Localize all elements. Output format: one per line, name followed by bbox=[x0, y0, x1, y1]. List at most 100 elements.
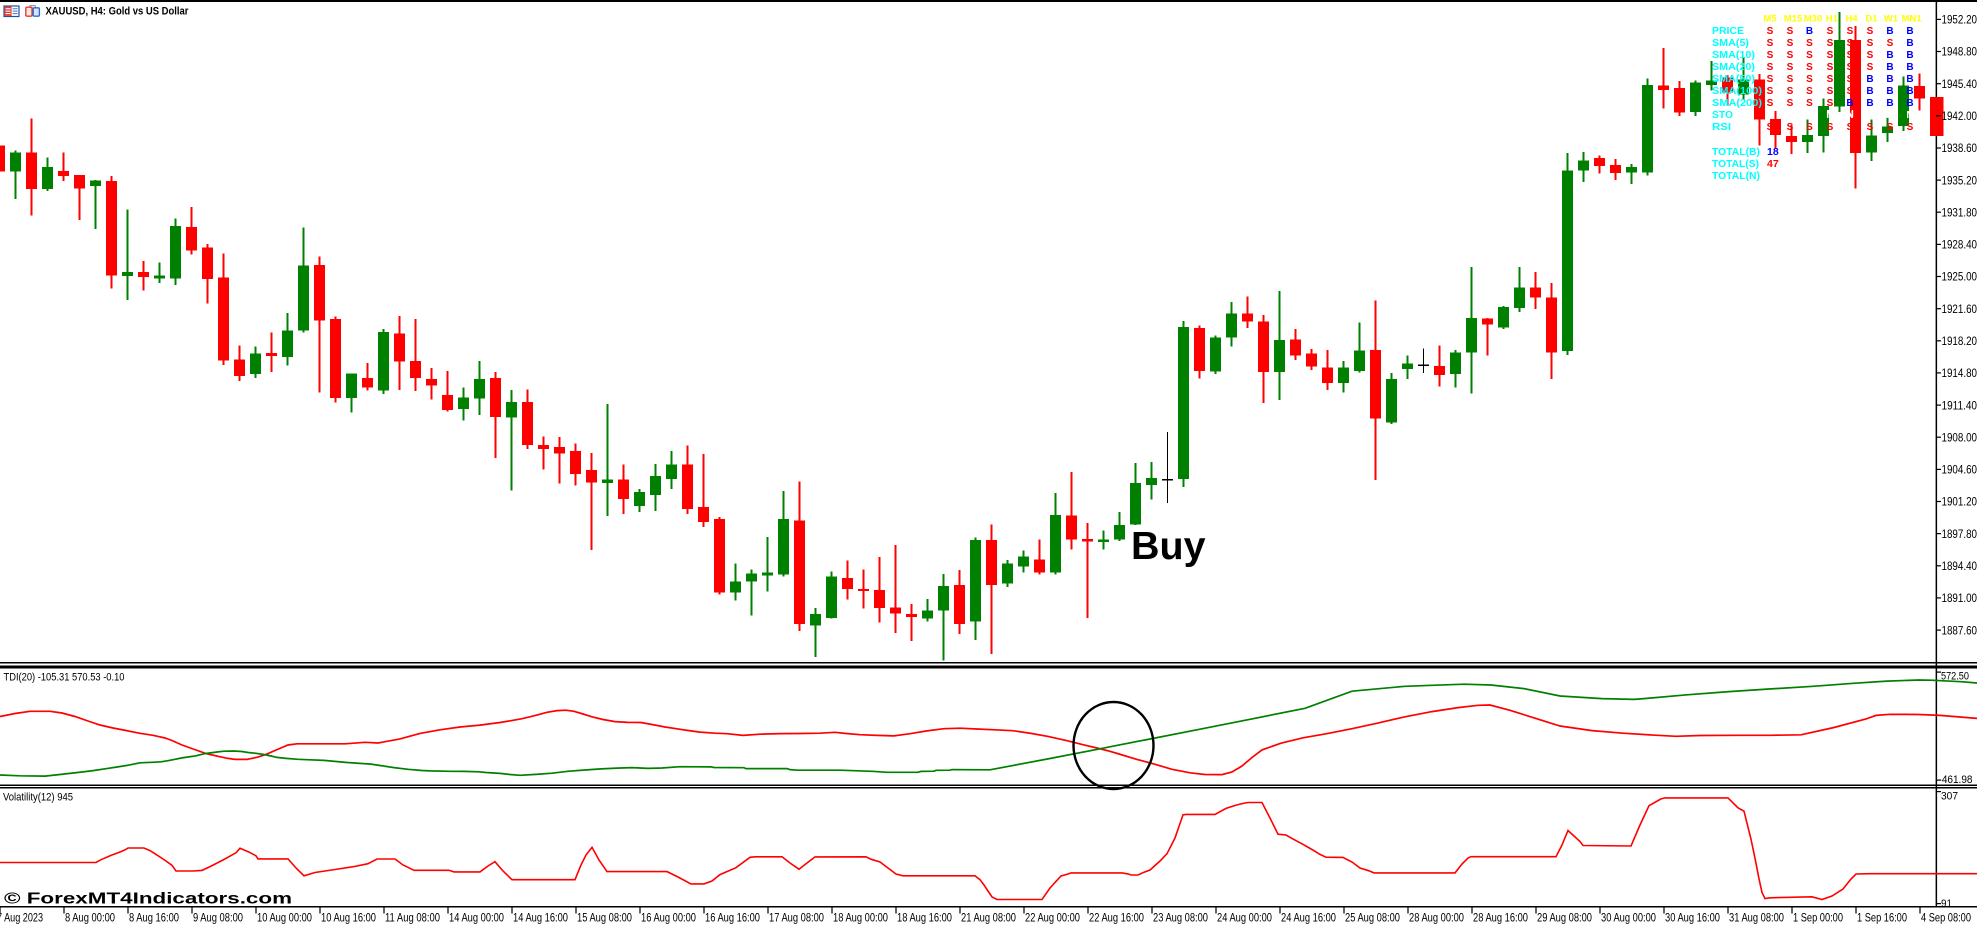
svg-text:Buy: Buy bbox=[1131, 525, 1206, 568]
svg-text:W1: W1 bbox=[1884, 14, 1899, 25]
svg-text:H4: H4 bbox=[1845, 14, 1858, 25]
svg-text:S: S bbox=[1867, 122, 1874, 133]
svg-text:H1: H1 bbox=[1826, 14, 1839, 25]
svg-text:10 Aug 16:00: 10 Aug 16:00 bbox=[321, 911, 376, 925]
svg-text:14 Aug 00:00: 14 Aug 00:00 bbox=[449, 911, 504, 925]
svg-text:S: S bbox=[1887, 38, 1894, 49]
svg-text:B: B bbox=[1906, 26, 1913, 37]
svg-text:S: S bbox=[1847, 74, 1854, 85]
svg-text:M30: M30 bbox=[1804, 14, 1822, 25]
svg-text:16 Aug 16:00: 16 Aug 16:00 bbox=[705, 911, 760, 925]
svg-text:1901.20: 1901.20 bbox=[1942, 495, 1977, 509]
svg-text:N: N bbox=[1866, 110, 1873, 121]
svg-text:9 Aug 08:00: 9 Aug 08:00 bbox=[193, 911, 243, 925]
svg-text:15 Aug 08:00: 15 Aug 08:00 bbox=[577, 911, 632, 925]
svg-text:S: S bbox=[1767, 74, 1774, 85]
svg-text:S: S bbox=[1787, 122, 1794, 133]
svg-text:8 Aug 16:00: 8 Aug 16:00 bbox=[129, 911, 179, 925]
svg-text:23 Aug 08:00: 23 Aug 08:00 bbox=[1153, 911, 1208, 925]
svg-text:1 Sep 16:00: 1 Sep 16:00 bbox=[1857, 911, 1907, 925]
svg-text:B: B bbox=[1886, 62, 1893, 73]
svg-text:14 Aug 16:00: 14 Aug 16:00 bbox=[513, 911, 568, 925]
svg-text:B: B bbox=[1886, 50, 1893, 61]
svg-text:1891.00: 1891.00 bbox=[1942, 591, 1977, 605]
svg-text:B: B bbox=[1886, 26, 1893, 37]
svg-text:S: S bbox=[1887, 122, 1894, 133]
svg-text:XAUUSD, H4: Gold vs US Dollar: XAUUSD, H4: Gold vs US Dollar bbox=[46, 6, 190, 18]
svg-text:S: S bbox=[1767, 38, 1774, 49]
svg-text:SMA(5): SMA(5) bbox=[1712, 38, 1749, 49]
svg-text:22 Aug 16:00: 22 Aug 16:00 bbox=[1089, 911, 1144, 925]
svg-text:B: B bbox=[1886, 86, 1893, 97]
svg-text:S: S bbox=[1827, 86, 1834, 97]
svg-text:S: S bbox=[1867, 26, 1874, 37]
svg-text:N: N bbox=[1846, 108, 1854, 120]
svg-text:M5: M5 bbox=[1763, 14, 1777, 25]
svg-text:47: 47 bbox=[1767, 158, 1779, 170]
svg-text:S: S bbox=[1806, 86, 1813, 97]
svg-text:S: S bbox=[1787, 62, 1794, 73]
svg-text:N: N bbox=[1886, 110, 1893, 121]
svg-text:RSI: RSI bbox=[1712, 122, 1731, 133]
svg-text:S: S bbox=[1907, 122, 1914, 133]
svg-text:307: 307 bbox=[1941, 791, 1958, 803]
svg-text:S: S bbox=[1806, 50, 1813, 61]
svg-text:25 Aug 08:00: 25 Aug 08:00 bbox=[1345, 911, 1400, 925]
svg-text:TDI(20) -105.31 570.53 -0.10: TDI(20) -105.31 570.53 -0.10 bbox=[4, 672, 125, 684]
svg-text:24 Aug 16:00: 24 Aug 16:00 bbox=[1281, 911, 1336, 925]
svg-text:SMA(50): SMA(50) bbox=[1712, 74, 1755, 85]
svg-text:1921.60: 1921.60 bbox=[1942, 302, 1977, 316]
svg-text:TOTAL(N): TOTAL(N) bbox=[1712, 171, 1760, 182]
svg-text:SMA(20): SMA(20) bbox=[1712, 62, 1755, 73]
svg-text:1938.60: 1938.60 bbox=[1942, 141, 1977, 155]
svg-text:22 Aug 00:00: 22 Aug 00:00 bbox=[1025, 911, 1080, 925]
svg-text:N: N bbox=[1906, 110, 1913, 121]
svg-text:MN1: MN1 bbox=[1901, 14, 1922, 25]
svg-text:B: B bbox=[1886, 98, 1893, 109]
svg-text:S: S bbox=[1827, 98, 1834, 109]
svg-text:29 Aug 08:00: 29 Aug 08:00 bbox=[1537, 911, 1592, 925]
svg-text:S: S bbox=[1847, 86, 1854, 97]
svg-text:7 Aug 2023: 7 Aug 2023 bbox=[0, 911, 43, 925]
svg-text:1894.40: 1894.40 bbox=[1942, 559, 1977, 573]
svg-text:© ForexMT4Indicators.com: © ForexMT4Indicators.com bbox=[4, 891, 292, 908]
svg-text:S: S bbox=[1847, 62, 1854, 73]
svg-text:24 Aug 00:00: 24 Aug 00:00 bbox=[1217, 911, 1272, 925]
svg-text:M15: M15 bbox=[1784, 14, 1803, 25]
svg-text:SMA(10): SMA(10) bbox=[1712, 50, 1755, 61]
svg-text:1908.00: 1908.00 bbox=[1942, 430, 1977, 444]
svg-text:S: S bbox=[1847, 122, 1854, 133]
svg-text:1887.60: 1887.60 bbox=[1942, 623, 1977, 637]
svg-text:N: N bbox=[1806, 110, 1813, 121]
svg-text:S: S bbox=[1867, 50, 1874, 61]
svg-text:S: S bbox=[1847, 50, 1854, 61]
svg-text:S: S bbox=[1827, 62, 1834, 73]
svg-text:N: N bbox=[1826, 110, 1833, 121]
svg-text:S: S bbox=[1806, 74, 1813, 85]
svg-text:17 Aug 08:00: 17 Aug 08:00 bbox=[769, 911, 824, 925]
svg-text:18 Aug 16:00: 18 Aug 16:00 bbox=[897, 911, 952, 925]
svg-text:B: B bbox=[1906, 86, 1913, 97]
svg-text:S: S bbox=[1767, 98, 1774, 109]
svg-text:PRICE: PRICE bbox=[1712, 26, 1744, 37]
svg-text:1925.00: 1925.00 bbox=[1942, 270, 1977, 284]
svg-text:B: B bbox=[1846, 98, 1853, 109]
svg-text:B: B bbox=[1906, 50, 1913, 61]
svg-text:1928.40: 1928.40 bbox=[1942, 238, 1977, 252]
svg-text:10 Aug 00:00: 10 Aug 00:00 bbox=[257, 911, 312, 925]
svg-text:S: S bbox=[1787, 50, 1794, 61]
svg-text:B: B bbox=[1886, 74, 1893, 85]
svg-text:1945.40: 1945.40 bbox=[1942, 77, 1977, 91]
svg-text:D1: D1 bbox=[1865, 14, 1878, 25]
svg-text:S: S bbox=[1847, 38, 1854, 49]
svg-text:S: S bbox=[1787, 38, 1794, 49]
svg-text:30 Aug 16:00: 30 Aug 16:00 bbox=[1665, 911, 1720, 925]
svg-text:S: S bbox=[1787, 74, 1794, 85]
svg-text:21 Aug 08:00: 21 Aug 08:00 bbox=[961, 911, 1016, 925]
svg-text:8 Aug 00:00: 8 Aug 00:00 bbox=[65, 911, 115, 925]
svg-text:S: S bbox=[1787, 26, 1794, 37]
svg-text:S: S bbox=[1867, 38, 1874, 49]
svg-text:S: S bbox=[1787, 98, 1794, 109]
svg-text:S: S bbox=[1827, 26, 1834, 37]
svg-text:S: S bbox=[1827, 38, 1834, 49]
